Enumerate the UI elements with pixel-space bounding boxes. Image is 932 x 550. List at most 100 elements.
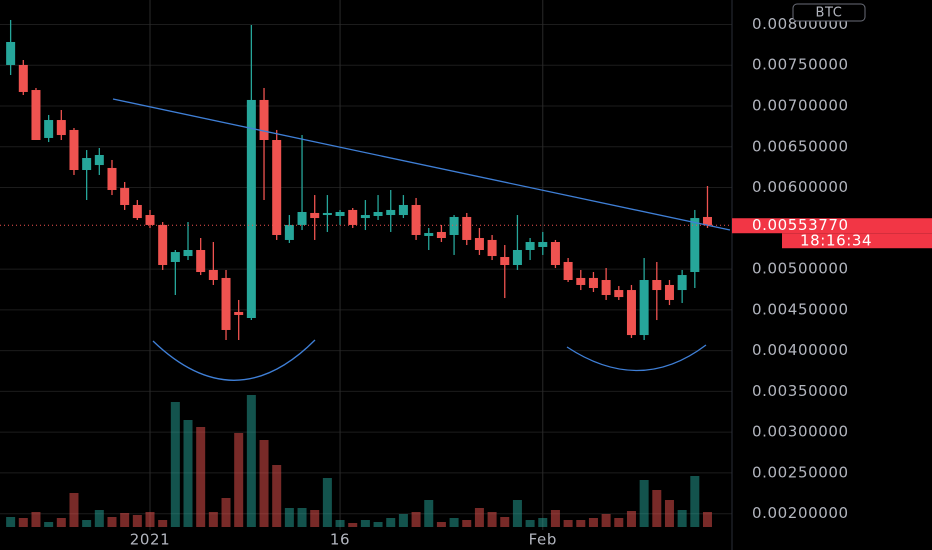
trend-line: [112, 98, 731, 231]
countdown-label: 18:16:34: [800, 232, 872, 250]
volume-bar: [335, 520, 345, 527]
y-tick-label: 0.00750000: [752, 56, 849, 74]
candle-body: [386, 209, 396, 216]
y-tick-label: 0.00650000: [752, 137, 849, 155]
volume-bar: [44, 522, 54, 527]
candle-body: [373, 212, 383, 216]
candle-body: [398, 204, 408, 216]
candle-body: [94, 155, 104, 166]
volume-bar: [31, 512, 41, 527]
candle-body: [424, 233, 434, 236]
volume-bar: [386, 518, 396, 527]
volume-bar: [348, 523, 358, 527]
candle-body: [120, 188, 130, 205]
volume-bar: [322, 478, 332, 527]
candle-body: [208, 269, 218, 281]
candle-body: [82, 158, 92, 171]
volume-bar: [94, 510, 104, 527]
candle-body: [563, 261, 573, 281]
candle-body: [525, 242, 535, 250]
y-tick-label: 0.00600000: [752, 178, 849, 196]
volume-bar: [512, 500, 522, 527]
y-tick-label: 0.00450000: [752, 300, 849, 318]
volume-bar: [588, 518, 598, 527]
candle-body: [601, 280, 611, 296]
volume-bar: [6, 517, 16, 527]
candle-body: [145, 215, 155, 225]
candle-body: [107, 167, 117, 190]
y-tick-label: 0.00400000: [752, 341, 849, 359]
candle-body: [310, 212, 320, 219]
candle-body: [132, 204, 142, 219]
currency-label: BTC: [816, 6, 843, 21]
drawings: [112, 98, 731, 381]
y-tick-label: 0.00200000: [752, 504, 849, 522]
volume-bar: [221, 498, 231, 527]
candle-body: [170, 252, 180, 262]
candle-body: [487, 239, 497, 257]
cup-arc: [566, 344, 707, 372]
candle-body: [221, 277, 231, 330]
volume-bar: [576, 520, 586, 527]
volume-bar: [272, 465, 282, 527]
volume-bar: [170, 402, 180, 527]
volume-bar: [120, 513, 130, 527]
volume-bar: [664, 500, 674, 527]
volume-bar: [310, 510, 320, 527]
countdown-box: [782, 233, 932, 249]
volume-bar: [436, 522, 446, 527]
volume-bar: [208, 512, 218, 527]
y-tick-label: 0.00300000: [752, 423, 849, 441]
candle-body: [436, 231, 446, 239]
candle-body: [234, 311, 244, 315]
volume-bar: [550, 510, 560, 527]
candle-body: [183, 249, 193, 257]
candle-pane: [6, 19, 712, 341]
volume-bar: [500, 517, 510, 527]
candle-body: [297, 212, 307, 225]
volume-bar: [246, 395, 256, 527]
y-tick-label: 0.00700000: [752, 97, 849, 115]
volume-bar: [132, 515, 142, 527]
volume-bar: [398, 514, 408, 527]
candle-body: [69, 129, 79, 171]
volume-bar: [474, 508, 484, 527]
grid: [0, 0, 732, 530]
volume-bar: [538, 518, 548, 527]
x-tick-label: Feb: [529, 531, 557, 549]
candle-body: [411, 204, 421, 235]
candle-body: [550, 242, 560, 265]
y-tick-label: 0.00350000: [752, 382, 849, 400]
volume-bar: [626, 511, 636, 527]
candle-body: [44, 120, 54, 138]
candle-body: [335, 212, 345, 216]
candle-body: [626, 290, 636, 336]
candle-body: [652, 280, 662, 291]
candle-body: [576, 277, 586, 285]
volume-bar: [652, 490, 662, 527]
candle-body: [538, 242, 548, 247]
volume-bar: [424, 500, 434, 527]
cup-arc: [152, 339, 316, 381]
candle-body: [272, 140, 282, 235]
last-price-label: 0.00553770: [752, 216, 849, 234]
volume-bar: [107, 517, 117, 527]
candle-body: [31, 90, 41, 141]
candle-body: [158, 224, 168, 265]
candle-body: [474, 238, 484, 250]
candle-body: [500, 257, 510, 265]
volume-bar: [145, 512, 155, 527]
y-tick-label: 0.00250000: [752, 463, 849, 481]
candle-body: [462, 216, 472, 240]
currency-box: [792, 3, 866, 22]
volume-bar: [702, 512, 712, 527]
volume-bar: [183, 420, 193, 527]
x-tick-label: 16: [330, 531, 350, 549]
volume-bar: [373, 522, 383, 527]
candle-body: [588, 277, 598, 288]
candle-body: [664, 284, 674, 300]
volume-bar: [259, 440, 269, 527]
last-price-box: [732, 218, 932, 234]
volume-bar: [614, 518, 624, 527]
